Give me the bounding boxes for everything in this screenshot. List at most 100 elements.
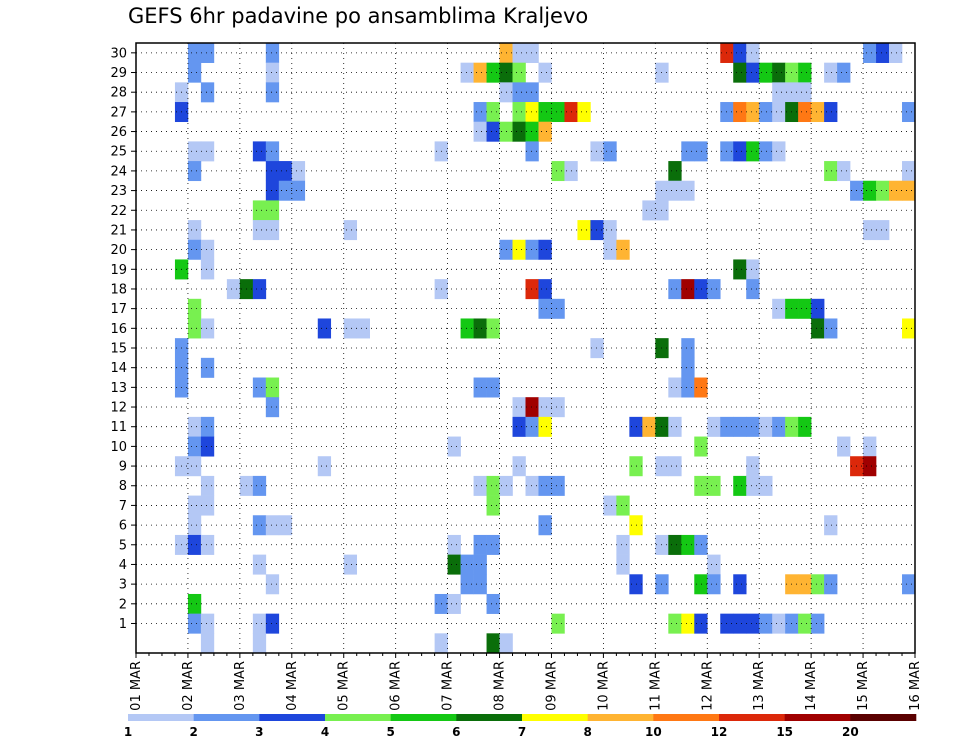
heatmap-cell [525, 279, 539, 300]
y-tick-label: 5 [119, 538, 127, 553]
heatmap-cell [187, 161, 202, 182]
x-tick-label: 16 MAR [908, 661, 923, 711]
x-tick-label: 04 MAR [285, 661, 300, 711]
heatmap-cell [473, 318, 487, 339]
heatmap-cell [733, 574, 747, 595]
heatmap-cell [317, 318, 332, 339]
heatmap-cell [694, 475, 708, 496]
x-tick-label: 13 MAR [752, 661, 767, 711]
y-tick-label: 27 [110, 105, 127, 120]
heatmap-cell [707, 475, 721, 496]
heatmap-cell [486, 121, 500, 142]
heatmap-cell [603, 141, 617, 162]
heatmap-cell [317, 456, 332, 477]
heatmap-cell [902, 574, 916, 595]
heatmap-cell [265, 613, 280, 634]
heatmap-cell [746, 43, 760, 63]
heatmap-cell [265, 180, 280, 201]
chart-title: GEFS 6hr padavine po ansamblima Kraljevo [128, 4, 589, 28]
heatmap-cell [837, 161, 851, 182]
y-tick-label: 22 [110, 204, 127, 219]
heatmap-cell [616, 534, 630, 555]
heatmap-cell [460, 318, 474, 339]
heatmap-cell [616, 554, 630, 575]
heatmap-cell [512, 456, 526, 477]
heatmap-cell [863, 220, 877, 241]
x-tick-label: 09 MAR [544, 661, 559, 711]
y-tick-label: 9 [119, 460, 127, 475]
heatmap-cell [200, 239, 215, 260]
y-tick-label: 12 [110, 401, 127, 416]
legend-label: 7 [518, 725, 526, 739]
heatmap-cell [603, 495, 617, 516]
legend-label: 20 [842, 725, 859, 739]
legend-swatch [784, 714, 851, 721]
heatmap-cell [863, 43, 877, 63]
legend-swatch [522, 714, 588, 721]
y-tick-label: 2 [119, 597, 127, 612]
heatmap-cell [694, 613, 708, 634]
heatmap-cell [187, 298, 202, 319]
heatmap-cell [759, 62, 773, 83]
heatmap-cell [681, 279, 695, 300]
legend-label: 6 [452, 725, 460, 739]
legend-swatch [850, 714, 917, 721]
heatmap-cell [733, 102, 747, 123]
heatmap-cell [187, 239, 202, 260]
heatmap-cell [694, 377, 708, 398]
heatmap-cell [343, 554, 358, 575]
y-tick-label: 4 [119, 558, 127, 573]
heatmap-cell [590, 338, 604, 359]
heatmap-cell [265, 200, 280, 221]
heatmap-cell [538, 416, 552, 437]
x-tick-label: 14 MAR [804, 661, 819, 711]
y-tick-label: 6 [119, 519, 127, 534]
heatmap-cell [512, 416, 526, 437]
heatmap-cell [499, 633, 513, 654]
y-tick-label: 26 [110, 125, 127, 140]
x-tick-label: 03 MAR [233, 661, 248, 711]
heatmap-cell [265, 161, 280, 182]
heatmap-cell [577, 102, 591, 123]
heatmap-cell [746, 475, 760, 496]
heatmap-cell [278, 515, 293, 536]
y-tick-label: 30 [110, 46, 127, 61]
heatmap-cell [486, 534, 500, 555]
heatmap-cell [551, 397, 565, 418]
heatmap-cell [759, 416, 773, 437]
x-tick-label: 12 MAR [700, 661, 715, 711]
heatmap-cell [902, 180, 916, 201]
heatmap-cell [642, 200, 656, 221]
y-tick-label: 10 [110, 440, 127, 455]
heatmap-cell [746, 456, 760, 477]
legend-label: 4 [321, 725, 329, 739]
heatmap-cell [512, 102, 526, 123]
heatmap-cell [512, 62, 526, 83]
y-tick-label: 29 [110, 66, 127, 81]
heatmap-cell [707, 279, 721, 300]
heatmap-cell [798, 416, 812, 437]
heatmap-cell [525, 43, 539, 63]
legend-label: 1 [124, 725, 132, 739]
heatmap-cell [863, 456, 877, 477]
heatmap-cell [551, 613, 565, 634]
heatmap-cell [538, 279, 552, 300]
heatmap-cell [616, 239, 630, 260]
heatmap-cell [200, 534, 215, 555]
y-tick-label: 21 [110, 223, 127, 238]
y-tick-label: 7 [119, 499, 127, 514]
heatmap-cell [694, 534, 708, 555]
legend-swatch [587, 714, 654, 721]
heatmap-cell [343, 220, 358, 241]
heatmap-cell [551, 161, 565, 182]
heatmap-cell [343, 318, 358, 339]
heatmap-cell [759, 141, 773, 162]
heatmap-cell [200, 82, 215, 103]
heatmap-cell [746, 259, 760, 280]
heatmap-cell [291, 161, 306, 182]
heatmap-cell [525, 397, 539, 418]
heatmap-cell [486, 62, 500, 83]
heatmap-cell [525, 141, 539, 162]
heatmap-cell [668, 377, 682, 398]
